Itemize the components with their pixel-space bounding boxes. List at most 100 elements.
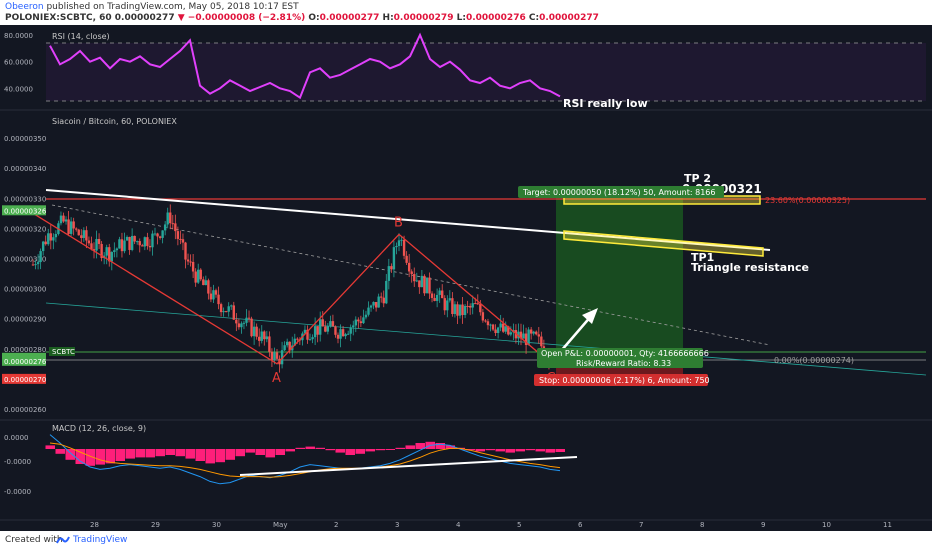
abc-pattern[interactable] — [32, 212, 552, 365]
candle-body — [176, 231, 180, 239]
stop-box — [534, 374, 708, 386]
candle-body — [166, 212, 169, 225]
candle-body — [174, 223, 177, 232]
candle-body — [87, 240, 91, 244]
candle-body — [199, 269, 202, 280]
candle-body — [390, 266, 393, 270]
candle-body — [476, 303, 479, 305]
candle-body — [352, 325, 355, 328]
candle-body — [202, 279, 205, 286]
candle-body — [189, 261, 192, 263]
candle-body — [504, 326, 507, 332]
macd-histogram-bar — [515, 449, 525, 452]
candle-body — [359, 321, 363, 324]
candle-body — [456, 304, 459, 316]
tradingview-brand[interactable]: TradingView — [73, 535, 128, 545]
candle-body — [75, 228, 78, 230]
candle-body — [100, 243, 103, 259]
candle-body — [453, 304, 457, 315]
candle-body — [64, 219, 68, 222]
macd-line — [49, 434, 561, 485]
dashed-trendline — [51, 204, 771, 346]
candle-body — [181, 239, 185, 243]
candle-body — [293, 338, 296, 346]
macd-histogram-bar — [145, 449, 155, 458]
tp1-box[interactable] — [563, 230, 764, 257]
macd-histogram-bar — [125, 449, 135, 459]
triangle-resistance-line[interactable] — [45, 189, 771, 251]
chart-header: Obeeron published on TradingView.com, Ma… — [0, 0, 932, 25]
candle-body — [367, 307, 370, 315]
time-tick-label: 5 — [517, 521, 521, 529]
candle-body — [52, 237, 55, 241]
candle-body — [481, 312, 485, 321]
candle-body — [209, 293, 213, 300]
candle-body — [186, 259, 190, 262]
price-tag-box — [2, 355, 46, 366]
macd-histogram-bar — [435, 443, 445, 449]
price-axis: 0.00000350 0.00000340 0.00000330 0.00000320… — [4, 135, 46, 414]
symbol-tag: SCBTC — [52, 348, 75, 356]
candle-body — [466, 305, 469, 307]
candle-body — [194, 271, 197, 283]
macd-histogram-bar — [175, 449, 185, 457]
candle-body — [285, 341, 289, 346]
candle-body — [329, 321, 332, 327]
candle-body — [303, 329, 307, 334]
candle-body — [82, 230, 86, 238]
candle-body — [59, 215, 63, 224]
candle-body — [369, 305, 373, 308]
target-zone[interactable] — [556, 198, 683, 353]
time-tick-label: 9 — [761, 521, 765, 529]
candle-body — [316, 326, 319, 335]
macd-histogram-bar — [75, 449, 85, 464]
candle-body — [34, 264, 37, 266]
candle-body — [39, 251, 42, 263]
candle-body — [435, 294, 439, 301]
macd-histogram-bar — [55, 449, 65, 454]
candle-body — [235, 319, 238, 324]
candle-body — [163, 224, 167, 231]
candle-body — [331, 321, 335, 327]
candle-body — [537, 334, 540, 337]
candle-body — [430, 293, 434, 298]
macd-histogram-bar — [365, 449, 375, 452]
candle-body — [260, 331, 263, 341]
macd-histogram-bar — [325, 449, 335, 451]
candle-body — [397, 240, 401, 246]
candle-body — [113, 250, 116, 253]
candle-body — [255, 326, 258, 337]
macd-pane: MACD (12, 26, close, 9) 0.0000 -0.0000 -0.… — [4, 424, 578, 496]
candle-body — [413, 274, 416, 282]
author-link[interactable]: Obeeron — [5, 2, 44, 12]
candle-body — [395, 245, 398, 248]
candle-body — [324, 326, 327, 332]
macd-histogram-bar — [305, 446, 315, 449]
candle-body — [443, 298, 446, 311]
candle-body — [311, 337, 314, 340]
candle-body — [420, 275, 424, 288]
candle-body — [273, 352, 276, 360]
candle-body — [141, 245, 144, 247]
signal-line — [49, 442, 561, 478]
candle-body — [237, 323, 241, 328]
symbol-tag-box — [49, 347, 75, 356]
rsi-tick-label: 40.0000 — [4, 85, 33, 93]
fib-0-label: 0.00%(0.00000274) — [774, 356, 854, 365]
candle-body — [308, 339, 312, 341]
target-label: Target: 0.00000050 (18.12%) 50, Amount: … — [522, 188, 715, 197]
time-tick-label: 10 — [822, 521, 831, 529]
macd-histogram-bar — [385, 449, 395, 450]
candle-body — [509, 332, 513, 335]
candle-body — [158, 236, 162, 238]
candle-body — [115, 248, 119, 251]
created-with-label: Created with — [5, 535, 63, 545]
macd-histogram-bar — [465, 449, 475, 451]
time-tick-label: 4 — [456, 521, 461, 529]
candle-body — [451, 298, 454, 315]
candle-body — [326, 326, 330, 332]
candle-body — [161, 230, 164, 238]
macd-histogram-bar — [285, 449, 295, 452]
candle-body — [522, 333, 525, 339]
